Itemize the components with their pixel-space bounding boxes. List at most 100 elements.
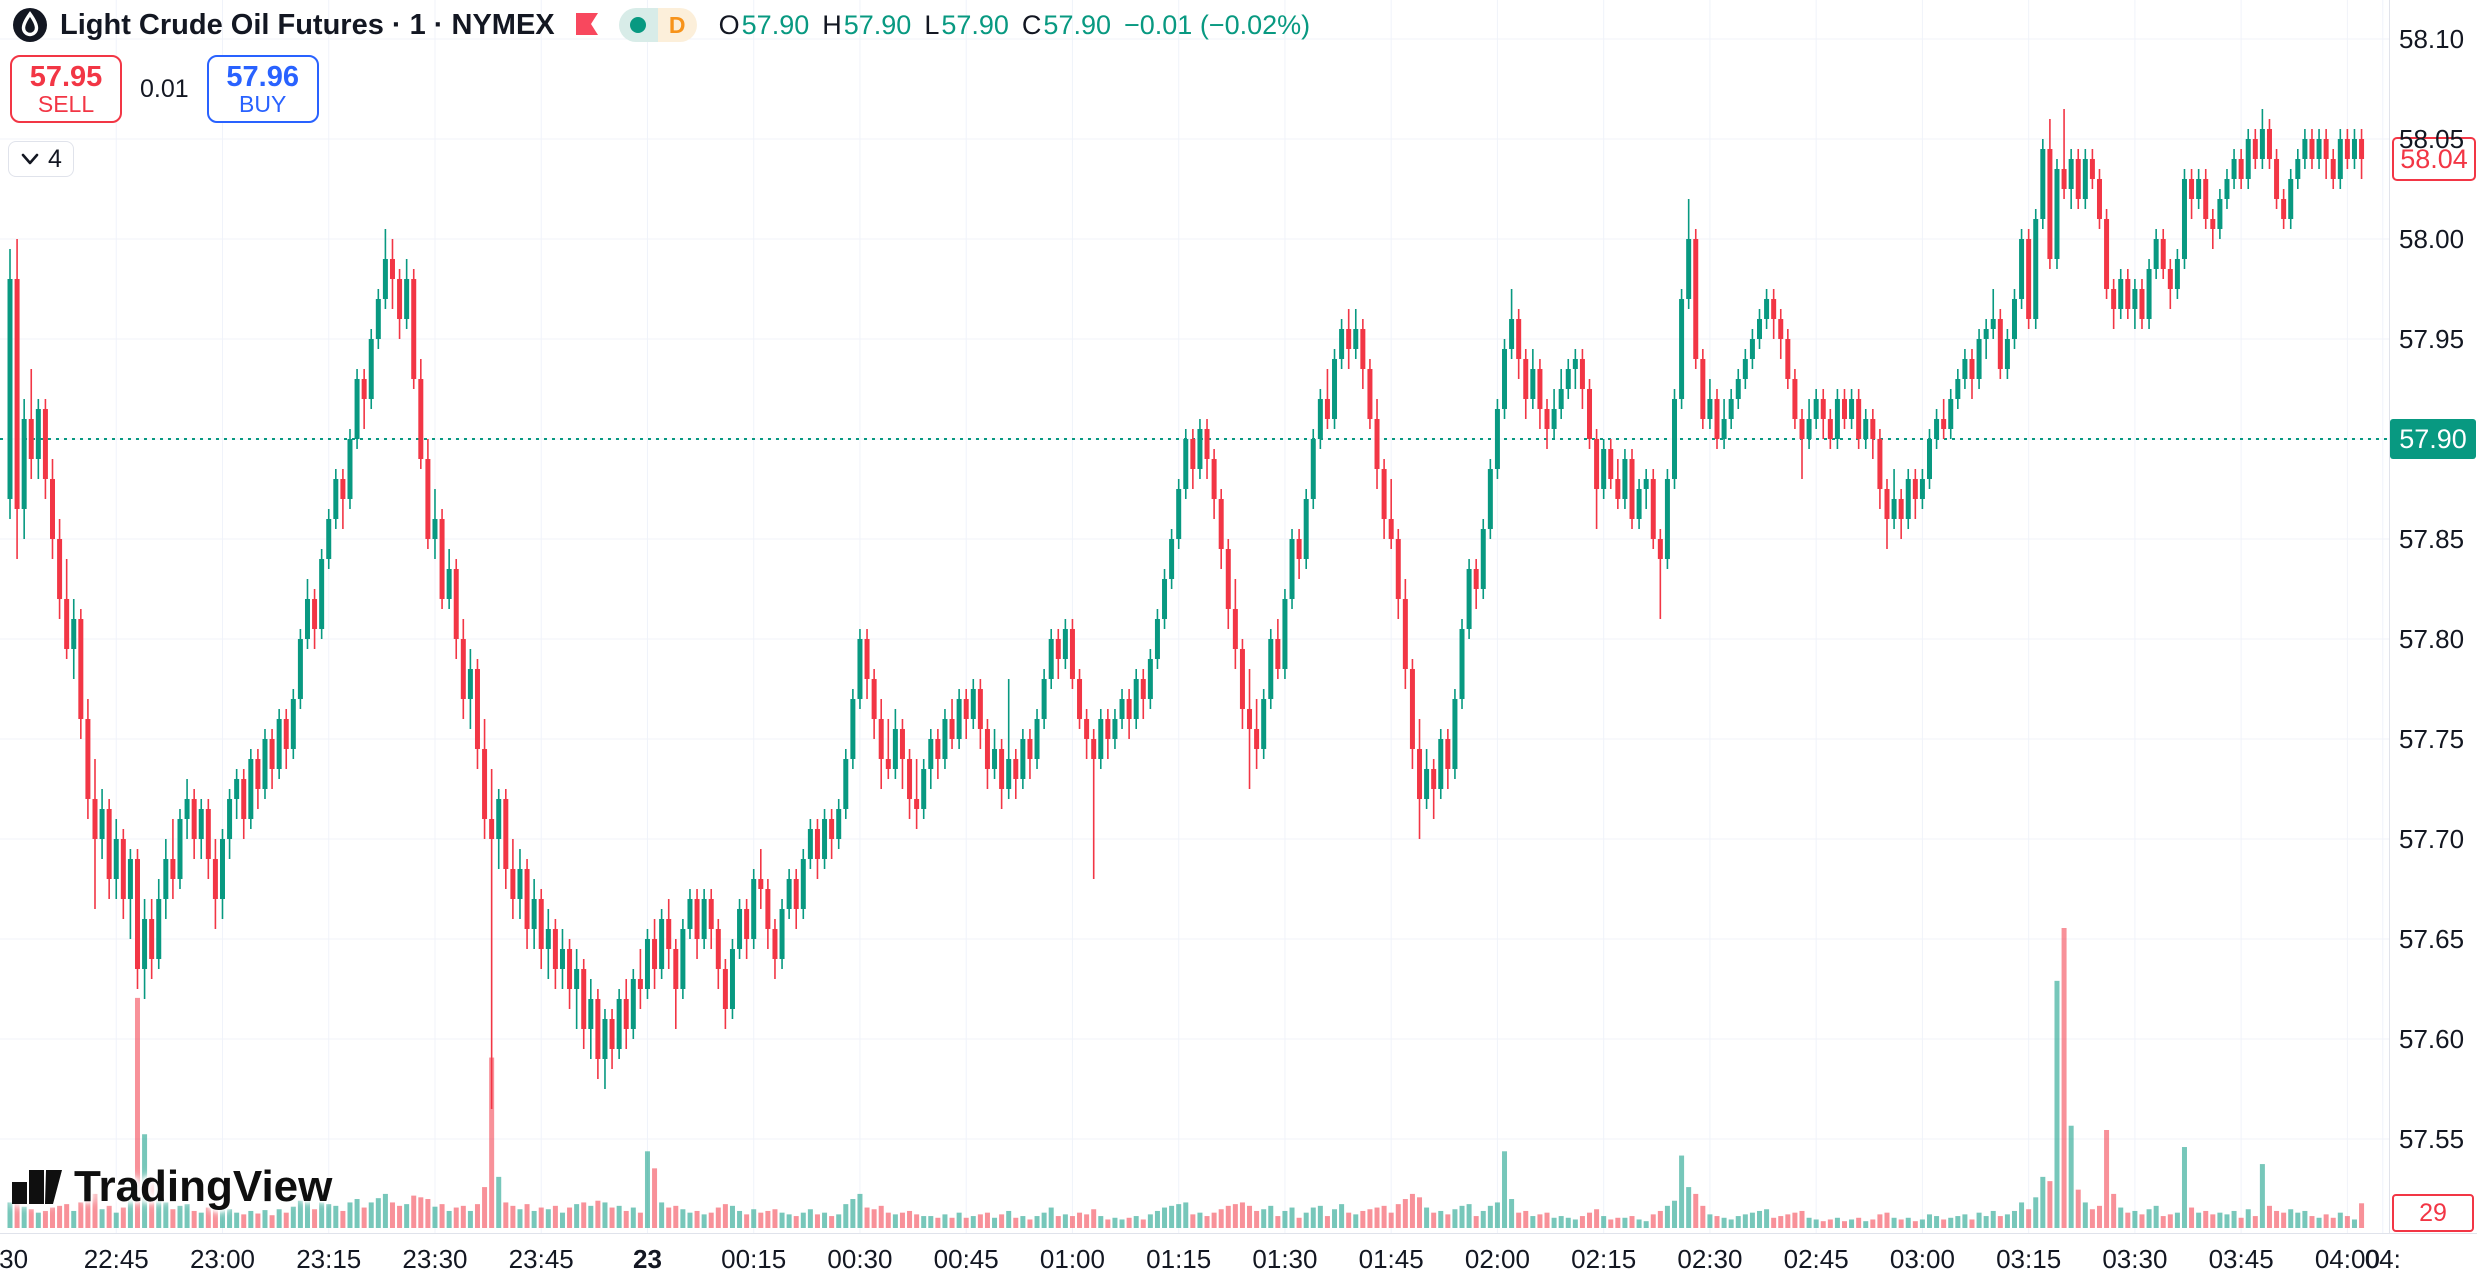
candle-body [1969, 359, 1975, 379]
candle-body [71, 619, 77, 649]
candle-body [1983, 329, 1989, 339]
volume-bar [892, 1214, 898, 1228]
volume-bar [1339, 1204, 1345, 1228]
sell-button[interactable]: 57.95 SELL [10, 55, 122, 123]
candle-body [2167, 269, 2173, 289]
candlestick-chart[interactable] [0, 0, 2477, 1233]
candle-body [956, 699, 962, 739]
volume-bar [708, 1212, 714, 1228]
candle-body [2337, 139, 2343, 179]
order-panel: 57.95 SELL 0.01 57.96 BUY [10, 55, 319, 123]
candle-body [1069, 629, 1075, 679]
volume-bar [347, 1202, 353, 1228]
candle-body [907, 759, 913, 799]
volume-bar [814, 1214, 820, 1228]
candle-body [1643, 479, 1649, 489]
prev-close-price-badge: 57.90 [2390, 419, 2476, 459]
volume-bar [1303, 1212, 1309, 1228]
volume-bar [1140, 1219, 1146, 1228]
volume-bar [1367, 1209, 1373, 1228]
candle-body [184, 799, 190, 819]
volume-bar [304, 1198, 310, 1228]
price-axis-label: 57.95 [2399, 324, 2465, 354]
candle-body [652, 939, 658, 969]
candle-body [2075, 159, 2081, 199]
open-value: 57.90 [741, 9, 810, 40]
red-flag-icon[interactable] [573, 11, 601, 39]
candle-body [64, 599, 70, 649]
volume-bar [1119, 1219, 1125, 1228]
volume-bar [1629, 1216, 1635, 1228]
candle-body [1594, 439, 1600, 489]
volume-bar [1997, 1216, 2003, 1228]
candle-body [510, 869, 516, 899]
candle-body [595, 999, 601, 1059]
candle-body [1509, 319, 1515, 349]
volume-bar [1487, 1205, 1493, 1228]
candle-body [404, 279, 410, 319]
market-open-dot[interactable] [618, 8, 658, 42]
candle-body [354, 379, 360, 439]
candle-body [1183, 439, 1189, 489]
candle-body [2288, 179, 2294, 219]
volume-bar [149, 1176, 155, 1228]
candle-body [1218, 499, 1224, 549]
candle-body [2252, 139, 2258, 159]
candle-body [177, 819, 183, 879]
volume-bar [970, 1216, 976, 1228]
timeframe-badge[interactable]: D [657, 8, 697, 42]
candle-body [659, 919, 665, 969]
candle-body [1310, 439, 1316, 499]
volume-bar [772, 1209, 778, 1228]
candle-body [630, 979, 636, 1029]
volume-bar [1154, 1210, 1160, 1228]
time-axis-label: 02:15 [1571, 1244, 1637, 1274]
candle-body [42, 409, 48, 479]
volume-bar [1551, 1217, 1557, 1228]
candle-body [1579, 359, 1585, 389]
candle-body [234, 779, 240, 799]
volume-bar [14, 1192, 20, 1228]
candle-body [1289, 539, 1295, 599]
candle-body [1898, 499, 1904, 519]
volume-bar [375, 1198, 381, 1228]
volume-bar [1615, 1217, 1621, 1228]
volume-bar [404, 1204, 410, 1228]
candle-body [1119, 699, 1125, 719]
candle-body [1324, 399, 1330, 419]
candle-body [1551, 409, 1557, 429]
volume-bar [2132, 1210, 2138, 1228]
candle-body [772, 929, 778, 959]
object-tree-count-button[interactable]: 4 [8, 141, 74, 177]
buy-button[interactable]: 57.96 BUY [206, 55, 319, 123]
candle-body [2210, 219, 2216, 229]
price-axis[interactable]: 58.04 57.90 29 58.10 58.05 58.00 57.95 57.85… [2389, 0, 2477, 1272]
volume-bar [1990, 1210, 1996, 1228]
time-axis[interactable]: :30 22:45 23:00 23:15 23:30 23:45 23 00:15 00:30… [0, 1233, 2477, 1281]
candle-body [1502, 349, 1508, 409]
volume-bar [2089, 1209, 2095, 1228]
price-axis-label: 57.60 [2399, 1024, 2465, 1054]
volume-bar [467, 1210, 473, 1228]
candle-body [1622, 459, 1628, 499]
candle-body [1941, 419, 1947, 429]
candle-body [1048, 639, 1054, 679]
volume-bar [2019, 1202, 2025, 1228]
candle-body [1962, 359, 1968, 379]
volume-bar [2068, 1125, 2074, 1228]
candle-body [2316, 139, 2322, 159]
candle-body [319, 559, 325, 629]
candle-body [2089, 159, 2095, 179]
sell-price: 57.95 [29, 60, 103, 93]
volume-bar [2096, 1205, 2102, 1228]
volume-bar [949, 1217, 955, 1228]
candle-body [2146, 269, 2152, 319]
candle-body [1339, 329, 1345, 359]
symbol-title[interactable]: Light Crude Oil Futures · 1 · NYMEX [60, 8, 555, 41]
candle-body [1062, 629, 1068, 659]
volume-value-label: 29 [2392, 1194, 2474, 1232]
volume-bar [354, 1199, 360, 1228]
candle-body [2011, 299, 2017, 339]
candle-body [1445, 739, 1451, 769]
volume-bar [2203, 1210, 2209, 1228]
